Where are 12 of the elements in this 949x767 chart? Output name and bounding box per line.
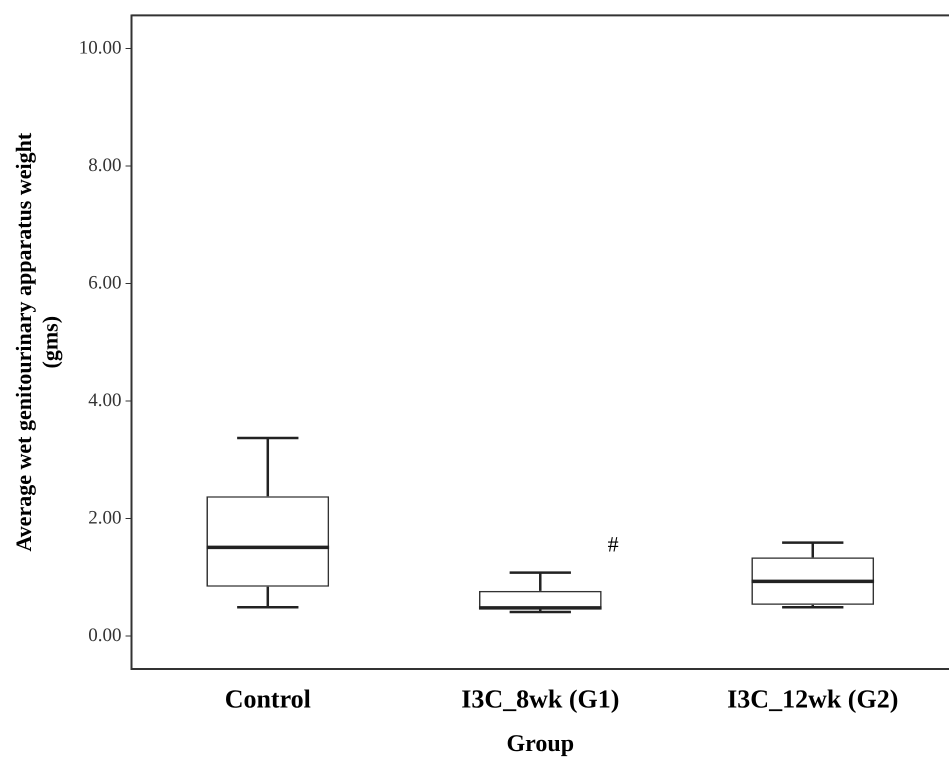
y-tick-label: 2.00 xyxy=(88,508,122,529)
x-axis-title: Group xyxy=(506,730,574,757)
y-tick-label: 8.00 xyxy=(88,154,122,176)
y-tick-label: 4.00 xyxy=(88,390,122,411)
x-tick-label: I3C_8wk (G1) xyxy=(461,684,620,714)
annotation: # xyxy=(608,532,619,557)
y-tick-label: 6.00 xyxy=(88,272,122,294)
x-tick-label: Control xyxy=(224,684,311,714)
y-tick-label: 0.00 xyxy=(88,625,122,646)
x-tick-label: I3C_12wk (G2) xyxy=(727,684,898,714)
y-axis-title: Average wet genitourinary apparatus weight (gms) xyxy=(10,132,62,552)
y-tick-label: 10.00 xyxy=(78,37,122,58)
